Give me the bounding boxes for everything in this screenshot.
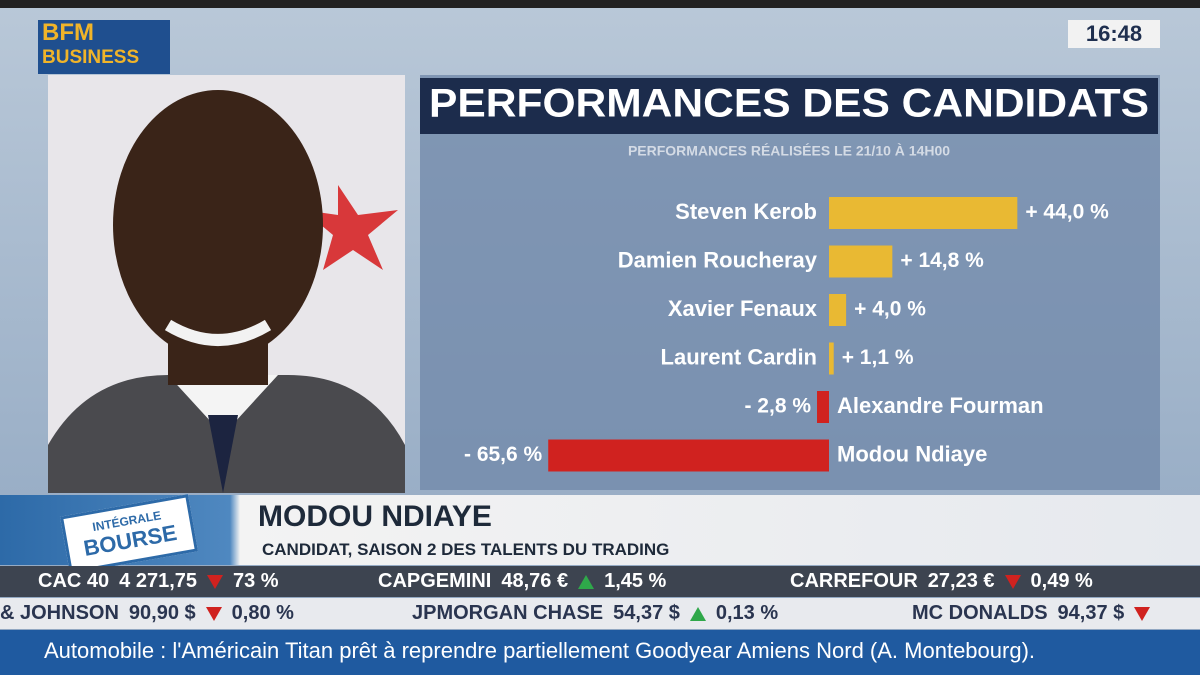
chart-panel: [420, 75, 1160, 490]
ticker-item: CARREFOUR 27,23 € 0,49 %: [790, 570, 1093, 593]
clock: 16:48: [1068, 20, 1160, 48]
guest-caption: CANDIDAT, SAISON 2 DES TALENTS DU TRADIN…: [262, 540, 670, 559]
value-label: + 14,8 %: [900, 249, 984, 272]
stock-change: 0,49 %: [1030, 570, 1093, 592]
ticker-item: CAPGEMINI 48,76 € 1,45 %: [378, 570, 666, 593]
bar: [548, 439, 829, 472]
value-label: - 2,8 %: [744, 395, 811, 418]
guest-photo: [48, 75, 405, 493]
ticker-item: JPMORGAN CHASE 54,37 $ 0,13 %: [412, 602, 778, 625]
category-label: Steven Kerob: [675, 199, 817, 224]
category-label: Laurent Cardin: [661, 344, 817, 369]
bar: [829, 245, 893, 278]
title-bar: [420, 78, 1158, 134]
stock-name: & JOHNSON: [0, 602, 119, 624]
stock-price: 54,37 $: [613, 602, 680, 624]
value-label: - 65,6 %: [464, 443, 543, 466]
trend-arrow: [689, 606, 706, 621]
value-label: + 4,0 %: [854, 298, 926, 321]
logo-line: BUSINESS: [42, 47, 140, 68]
category-label: Damien Roucheray: [618, 247, 818, 272]
ticker-item: MC DONALDS 94,37 $: [912, 602, 1151, 625]
value-label: + 1,1 %: [842, 346, 914, 369]
chart-title: PERFORMANCES DES CANDIDATS: [429, 82, 1149, 126]
trend-arrow: [1134, 606, 1151, 621]
trend-arrow: [578, 574, 595, 589]
ticker-row: & JOHNSON 90,90 $ 0,80 % JPMORGAN CHASE 54,3…: [0, 598, 1200, 629]
ticker-item: & JOHNSON 90,90 $ 0,80 %: [0, 602, 294, 625]
top-bar: [0, 0, 1200, 8]
stock-name: JPMORGAN CHASE: [412, 602, 604, 624]
stock-price: 90,90 $: [128, 602, 196, 624]
stock-name: CAC 40: [38, 570, 110, 592]
stock-price: 4 271,75: [119, 570, 197, 592]
logo: BFM BUSINESS: [38, 20, 170, 74]
bar: [829, 197, 1018, 229]
bar: [829, 342, 834, 375]
category-label: Modou Ndiaye: [837, 441, 987, 466]
ticker-row: CAC 40 4 271,75 73 % CAPGEMINI 48,76 € 1,45 %…: [0, 566, 1200, 597]
stock-name: MC DONALDS: [912, 602, 1048, 624]
category-label: Alexandre Fourman: [837, 393, 1044, 418]
stock-name: CARREFOUR: [790, 570, 918, 592]
stock-price: 48,76 €: [501, 570, 569, 592]
stock-price: 27,23 €: [927, 570, 995, 592]
chart: PERFORMANCES DES CANDIDATS PERFORMANCES …: [420, 75, 1160, 490]
value-label: + 44,0 %: [1025, 201, 1109, 224]
chart-subtitle: PERFORMANCES RÉALISÉES LE 21/10 À 14H00: [628, 143, 950, 159]
trend-arrow: [1004, 574, 1021, 589]
logo-line: BFM: [42, 19, 94, 46]
ticker-item: CAC 40 4 271,75 73 %: [38, 570, 279, 593]
guest-name: MODOU NDIAYE: [258, 500, 492, 533]
stock-change: 73 %: [233, 570, 279, 592]
trend-arrow: [205, 606, 222, 621]
stock-change: 0,13 %: [715, 602, 779, 624]
bar: [829, 294, 847, 326]
lower-third: [0, 495, 1200, 565]
stock-price: 94,37 $: [1057, 602, 1125, 624]
stock-name: CAPGEMINI: [378, 570, 492, 592]
trend-arrow: [207, 574, 223, 589]
news-bar: Automobile : l'Américain Titan prêt à re…: [0, 630, 1200, 675]
bar: [817, 391, 829, 423]
category-label: Xavier Fenaux: [668, 296, 818, 321]
stock-change: 0,80 %: [231, 602, 294, 624]
stock-change: 1,45 %: [604, 570, 667, 592]
